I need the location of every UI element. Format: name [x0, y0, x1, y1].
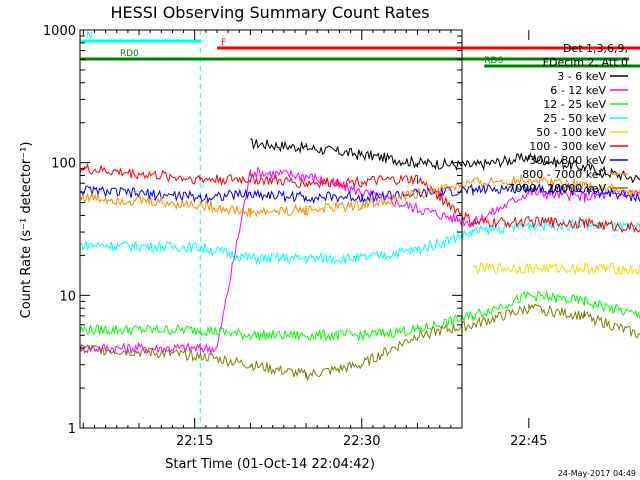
series-line	[79, 303, 640, 382]
x-tick-label: 22:15	[176, 434, 213, 449]
legend-entry-label: 6 - 12 keV	[550, 84, 606, 97]
series-line	[250, 138, 640, 184]
legend-entry-label: 3 - 6 keV	[557, 70, 606, 83]
series-line	[79, 218, 640, 266]
chart-title: HESSI Observing Summary Count Rates	[110, 3, 429, 22]
y-tick-label: 100	[51, 157, 76, 172]
x-tick-label: 22:30	[343, 434, 380, 449]
y-tick-label: 1000	[43, 24, 76, 39]
x-tick-label: 22:45	[510, 434, 547, 449]
legend-entry-label: 100 - 300 keV	[529, 140, 606, 153]
y-axis-label: Count Rate (s⁻¹ detector⁻¹)	[19, 142, 34, 319]
series-line	[79, 163, 640, 234]
series-line	[79, 182, 640, 204]
series-line	[79, 174, 640, 218]
y-tick-label: 10	[59, 289, 76, 304]
legend-entry-label: 25 - 50 keV	[543, 112, 606, 125]
y-tick-label: 1	[68, 422, 76, 437]
legend-entry-label: 300 - 800 keV	[529, 154, 606, 167]
legend-entry-label: 50 - 100 keV	[536, 126, 606, 139]
plot-frame	[79, 29, 463, 429]
flag-label: RD6	[484, 56, 503, 66]
flag-label: F	[221, 38, 226, 48]
plot-area: N F RD0 RD6	[79, 30, 640, 428]
legend-header: FDecim 2, Att 0	[543, 56, 628, 69]
x-axis-label: Start Time (01-Oct-14 22:04:42)	[165, 457, 375, 472]
legend-entry-label: 800 - 7000 keV	[522, 168, 606, 181]
legend-entry-label: 7000 - 20000 keV	[508, 182, 606, 195]
legend-header: Det 1,3,6,9,	[563, 42, 628, 55]
flag-label: RD0	[120, 49, 139, 59]
footer-timestamp: 24-May-2017 04:49	[558, 469, 636, 478]
series-line	[79, 166, 640, 356]
legend-entry-label: 12 - 25 keV	[543, 98, 606, 111]
flag-label: N	[86, 31, 93, 41]
series-line	[79, 290, 640, 342]
series-line	[472, 262, 640, 276]
